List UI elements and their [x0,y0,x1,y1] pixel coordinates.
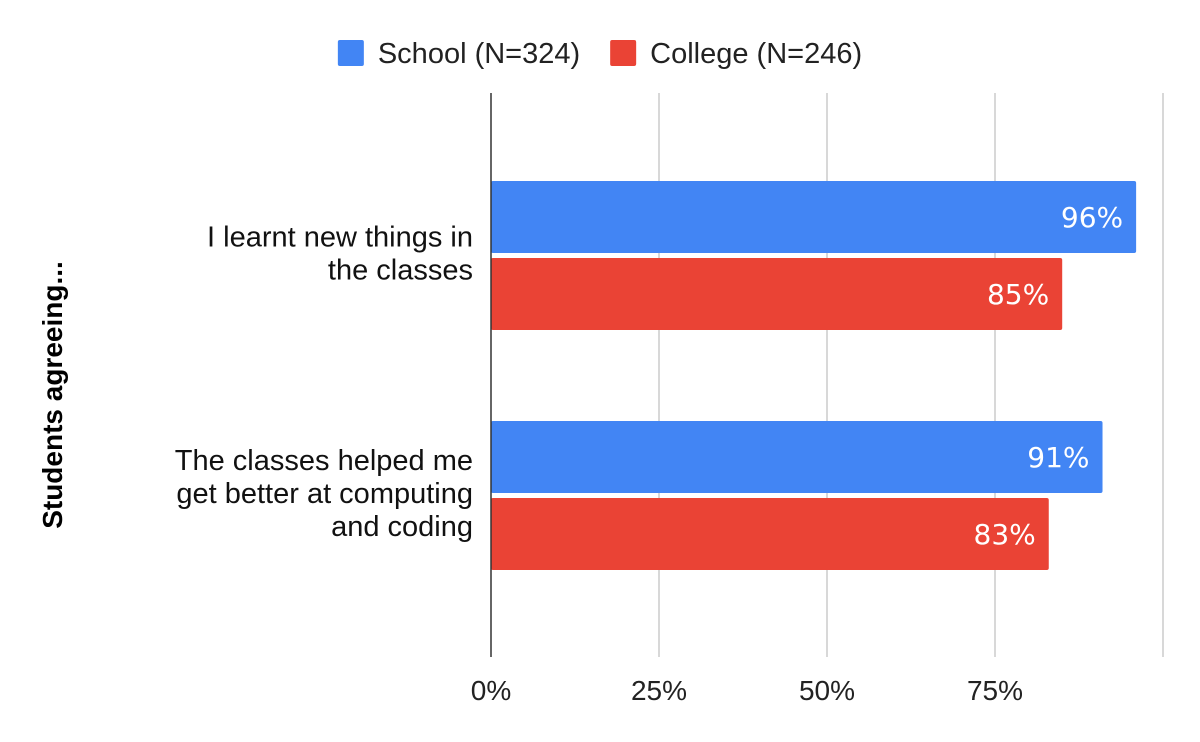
x-tick-label: 0% [471,675,511,706]
bar-value-label: 85% [987,278,1049,311]
x-tick-labels: 0% 25% 50% 75% [471,675,1023,706]
legend-swatch [337,40,364,66]
category-label: the classes [328,255,473,287]
gridlines [658,93,1164,657]
x-tick-label: 75% [967,675,1023,706]
bars: 96% 91% 85% 83% [491,181,1137,570]
bar [491,498,1049,570]
x-tick-label: 25% [631,675,687,706]
bar [491,181,1137,253]
legend-label: School (N=324) [378,38,580,70]
y-axis-title: Students agreeing... [37,261,68,529]
bar-value-label: 96% [1061,201,1123,234]
category-label: The classes helped me [175,445,473,477]
category-label: get better at computing [176,478,473,510]
x-tick-label: 50% [799,675,855,706]
legend: School (N=324) College (N=246) [337,38,862,70]
bar-value-label: 91% [1027,441,1089,474]
legend-label: College (N=246) [650,38,862,70]
bar-value-label: 83% [974,518,1036,551]
category-label: and coding [331,511,473,543]
category-label: I learnt new things in [207,222,473,254]
bar [491,421,1103,493]
bar [491,258,1063,330]
legend-swatch [610,40,637,66]
